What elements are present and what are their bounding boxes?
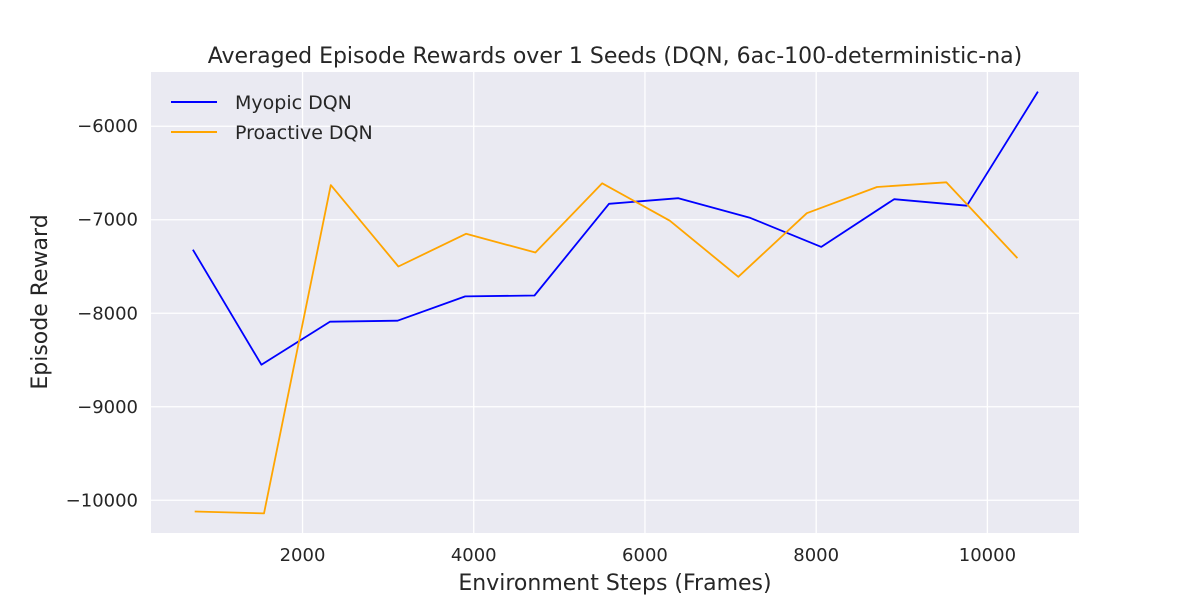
x-tick-label: 6000 — [622, 545, 668, 566]
y-tick-label: −10000 — [66, 490, 138, 511]
y-tick-label: −6000 — [77, 116, 138, 137]
y-tick-label: −8000 — [77, 303, 138, 324]
x-tick-label: 8000 — [793, 545, 839, 566]
x-axis-label: Environment Steps (Frames) — [458, 571, 771, 596]
legend: Myopic DQN Proactive DQN — [171, 92, 373, 144]
y-tick-label: −7000 — [77, 210, 138, 231]
x-tick-label: 10000 — [959, 545, 1016, 566]
legend-label-myopic-dqn: Myopic DQN — [235, 92, 352, 114]
grid-lines — [151, 72, 1079, 533]
series-layer — [192, 91, 1039, 515]
series-line-proactive-dqn — [194, 181, 1019, 515]
series-line-myopic-dqn — [192, 91, 1039, 366]
y-tick-label: −9000 — [77, 397, 138, 418]
y-axis-label: Episode Reward — [28, 214, 53, 389]
chart-title: Averaged Episode Rewards over 1 Seeds (D… — [208, 44, 1022, 69]
tick-labels: 2000 4000 6000 8000 10000 −10000 −9000 −8000 −70… — [66, 116, 1016, 566]
plot-area — [151, 72, 1079, 533]
x-tick-label: 4000 — [451, 545, 497, 566]
legend-label-proactive-dqn: Proactive DQN — [235, 122, 373, 144]
x-tick-label: 2000 — [280, 545, 326, 566]
